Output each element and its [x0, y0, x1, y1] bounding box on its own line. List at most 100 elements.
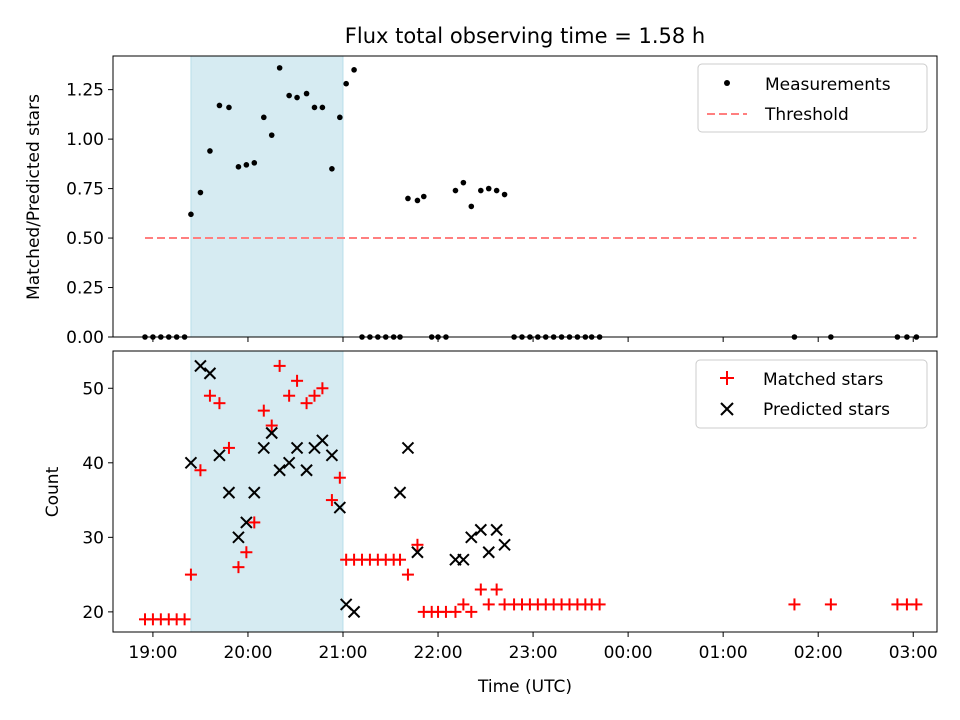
legend-matched-marker	[720, 371, 734, 385]
x-axis-label: Time (UTC)	[477, 677, 572, 697]
top-y-tick-label: 1.25	[66, 81, 104, 101]
matched-star-point	[178, 613, 191, 626]
matched-star-point	[184, 568, 197, 581]
measurement-point	[243, 162, 250, 168]
measurement-point	[268, 132, 275, 138]
predicted-star-point	[465, 531, 478, 544]
predicted-star-point	[457, 553, 470, 566]
matched-star-point	[308, 389, 321, 402]
measurement-point	[452, 187, 459, 194]
x-tick-label: 22:00	[414, 643, 463, 663]
predicted-star-point	[240, 516, 253, 529]
predicted-star-point	[194, 359, 207, 373]
legend-predicted-label: Predicted stars	[763, 400, 890, 420]
x-tick-label: 00:00	[604, 643, 653, 663]
chart-title: Flux total observing time = 1.58 h	[345, 24, 705, 48]
measurement-point	[286, 92, 292, 99]
bottom-highlight-span	[190, 350, 344, 633]
measurement-point	[188, 211, 194, 218]
matched-star-point	[457, 598, 470, 611]
matched-star-point	[333, 471, 346, 484]
top-x-ticks	[152, 337, 914, 342]
bottom-y-tick-label: 40	[82, 454, 104, 474]
measurement-point	[216, 102, 223, 109]
bottom-legend-box	[695, 359, 928, 429]
top-panel: 0.00 0.25 0.50 0.75 1.00 1.25 Matched/Predict…	[24, 55, 938, 348]
top-y-label: Matched/Predicted stars	[24, 94, 44, 300]
top-y-tick-label: 0.00	[66, 328, 104, 348]
measurement-point	[294, 94, 300, 101]
measurement-point	[493, 187, 500, 194]
matched-star-point	[824, 598, 837, 611]
matched-star-point	[449, 605, 462, 618]
x-tick-label: 02:00	[794, 643, 843, 663]
measurement-point	[311, 104, 318, 111]
predicted-star-point	[490, 523, 503, 537]
matched-star-point	[411, 538, 424, 551]
bottom-panel: 20 30 40 50 19:00 20:00 21:00 22:00 23:00 00:00 0…	[43, 350, 938, 697]
bottom-y-tick-label: 30	[82, 528, 104, 548]
matched-star-point	[265, 419, 278, 432]
legend-measurements-label: Measurements	[765, 75, 891, 95]
predicted-star-point	[222, 486, 236, 499]
predicted-star-point	[411, 546, 424, 559]
top-legend-box	[697, 63, 928, 133]
predicted-star-point	[265, 426, 278, 440]
bottom-y-tick-label: 50	[82, 379, 104, 399]
bottom-y-axis: 20 30 40 50	[82, 379, 113, 623]
measurement-point	[485, 185, 492, 192]
matched-star-point	[300, 397, 313, 410]
predicted-star-point	[401, 441, 415, 455]
measurement-point	[478, 187, 484, 194]
predicted-stars-series	[184, 359, 511, 619]
predicted-star-point	[393, 486, 407, 499]
predicted-star-point	[316, 434, 329, 447]
matched-star-point	[213, 397, 226, 410]
x-tick-label: 23:00	[509, 643, 558, 663]
predicted-star-point	[282, 456, 296, 470]
matched-star-point	[465, 605, 478, 618]
measurement-point	[329, 165, 335, 172]
matched-star-point	[490, 583, 503, 596]
bottom-plot-frame	[112, 350, 938, 633]
predicted-star-point	[325, 449, 339, 462]
measurement-point	[414, 197, 421, 204]
x-tick-label: 21:00	[318, 643, 367, 663]
measurement-point	[351, 67, 357, 73]
matched-star-point	[291, 374, 304, 387]
x-tick-label: 03:00	[889, 643, 938, 663]
measurement-point	[276, 65, 283, 71]
matched-star-point	[194, 464, 207, 477]
predicted-star-point	[248, 486, 261, 499]
legend-matched-label: Matched stars	[763, 370, 883, 390]
matched-star-point	[232, 561, 245, 574]
predicted-star-point	[498, 538, 511, 552]
predicted-star-point	[290, 441, 304, 455]
matched-star-point	[593, 598, 606, 611]
top-plot-frame	[112, 55, 938, 338]
matched-star-point	[257, 404, 270, 417]
measurement-point	[303, 90, 310, 97]
matched-star-point	[273, 359, 286, 372]
predicted-star-point	[300, 464, 313, 477]
measurement-point	[460, 179, 467, 186]
measurement-point	[337, 114, 343, 121]
matched-star-point	[394, 553, 407, 566]
measurement-point	[197, 189, 204, 196]
matched-star-point	[910, 598, 923, 611]
measurement-point	[260, 114, 267, 121]
predicted-star-point	[203, 367, 217, 380]
measurement-point	[501, 191, 508, 198]
matched-star-point	[240, 546, 253, 559]
top-y-tick-label: 1.00	[66, 130, 104, 150]
measurement-point	[235, 164, 242, 170]
matched-stars-series	[138, 359, 923, 626]
top-y-tick-label: 0.50	[66, 229, 104, 249]
top-y-tick-label: 0.75	[66, 180, 104, 200]
predicted-star-point	[347, 605, 361, 619]
top-legend: Measurements Threshold	[697, 63, 928, 133]
measurement-point	[226, 104, 232, 111]
matched-star-point	[788, 598, 801, 611]
x-tick-label: 01:00	[699, 643, 748, 663]
